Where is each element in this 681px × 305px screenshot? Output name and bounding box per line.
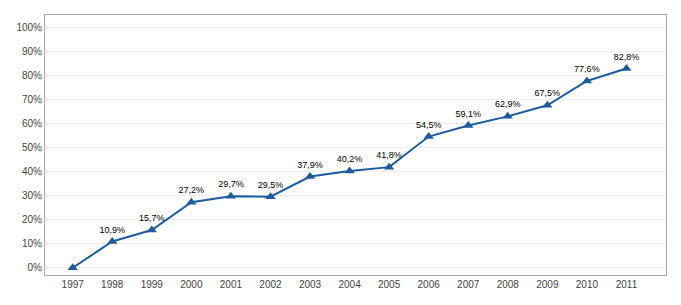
svg-text:2009: 2009 (536, 279, 559, 290)
svg-text:80%: 80% (22, 70, 42, 81)
svg-text:27,2%: 27,2% (179, 185, 205, 195)
svg-text:40,2%: 40,2% (337, 154, 363, 164)
svg-text:82,8%: 82,8% (614, 52, 640, 62)
svg-text:2005: 2005 (378, 279, 401, 290)
svg-text:2006: 2006 (418, 279, 441, 290)
svg-text:0%: 0% (28, 262, 43, 273)
svg-text:2001: 2001 (220, 279, 243, 290)
svg-text:10,9%: 10,9% (99, 225, 125, 235)
svg-text:2010: 2010 (576, 279, 599, 290)
svg-text:100%: 100% (16, 22, 42, 33)
svg-text:1999: 1999 (141, 279, 164, 290)
svg-text:37,9%: 37,9% (297, 160, 323, 170)
svg-text:70%: 70% (22, 94, 42, 105)
svg-text:2002: 2002 (259, 279, 282, 290)
svg-text:77,6%: 77,6% (574, 64, 600, 74)
svg-text:62,9%: 62,9% (495, 99, 521, 109)
svg-text:2000: 2000 (180, 279, 203, 290)
svg-text:90%: 90% (22, 46, 42, 57)
svg-text:2011: 2011 (616, 279, 638, 290)
svg-text:15,7%: 15,7% (139, 213, 165, 223)
svg-text:2004: 2004 (338, 279, 361, 290)
svg-text:29,5%: 29,5% (258, 180, 284, 190)
svg-text:1998: 1998 (101, 279, 124, 290)
svg-text:41,8%: 41,8% (376, 150, 402, 160)
svg-text:30%: 30% (22, 190, 42, 201)
svg-text:20%: 20% (22, 214, 42, 225)
svg-text:67,5%: 67,5% (535, 88, 561, 98)
svg-text:59,1%: 59,1% (455, 109, 481, 119)
svg-text:40%: 40% (22, 166, 42, 177)
svg-text:2007: 2007 (457, 279, 480, 290)
svg-text:29,7%: 29,7% (218, 179, 244, 189)
svg-text:54,5%: 54,5% (416, 120, 442, 130)
svg-text:1997: 1997 (62, 279, 85, 290)
svg-text:10%: 10% (22, 238, 42, 249)
svg-text:2008: 2008 (497, 279, 520, 290)
svg-text:50%: 50% (22, 142, 42, 153)
svg-text:2003: 2003 (299, 279, 322, 290)
svg-text:60%: 60% (22, 118, 42, 129)
